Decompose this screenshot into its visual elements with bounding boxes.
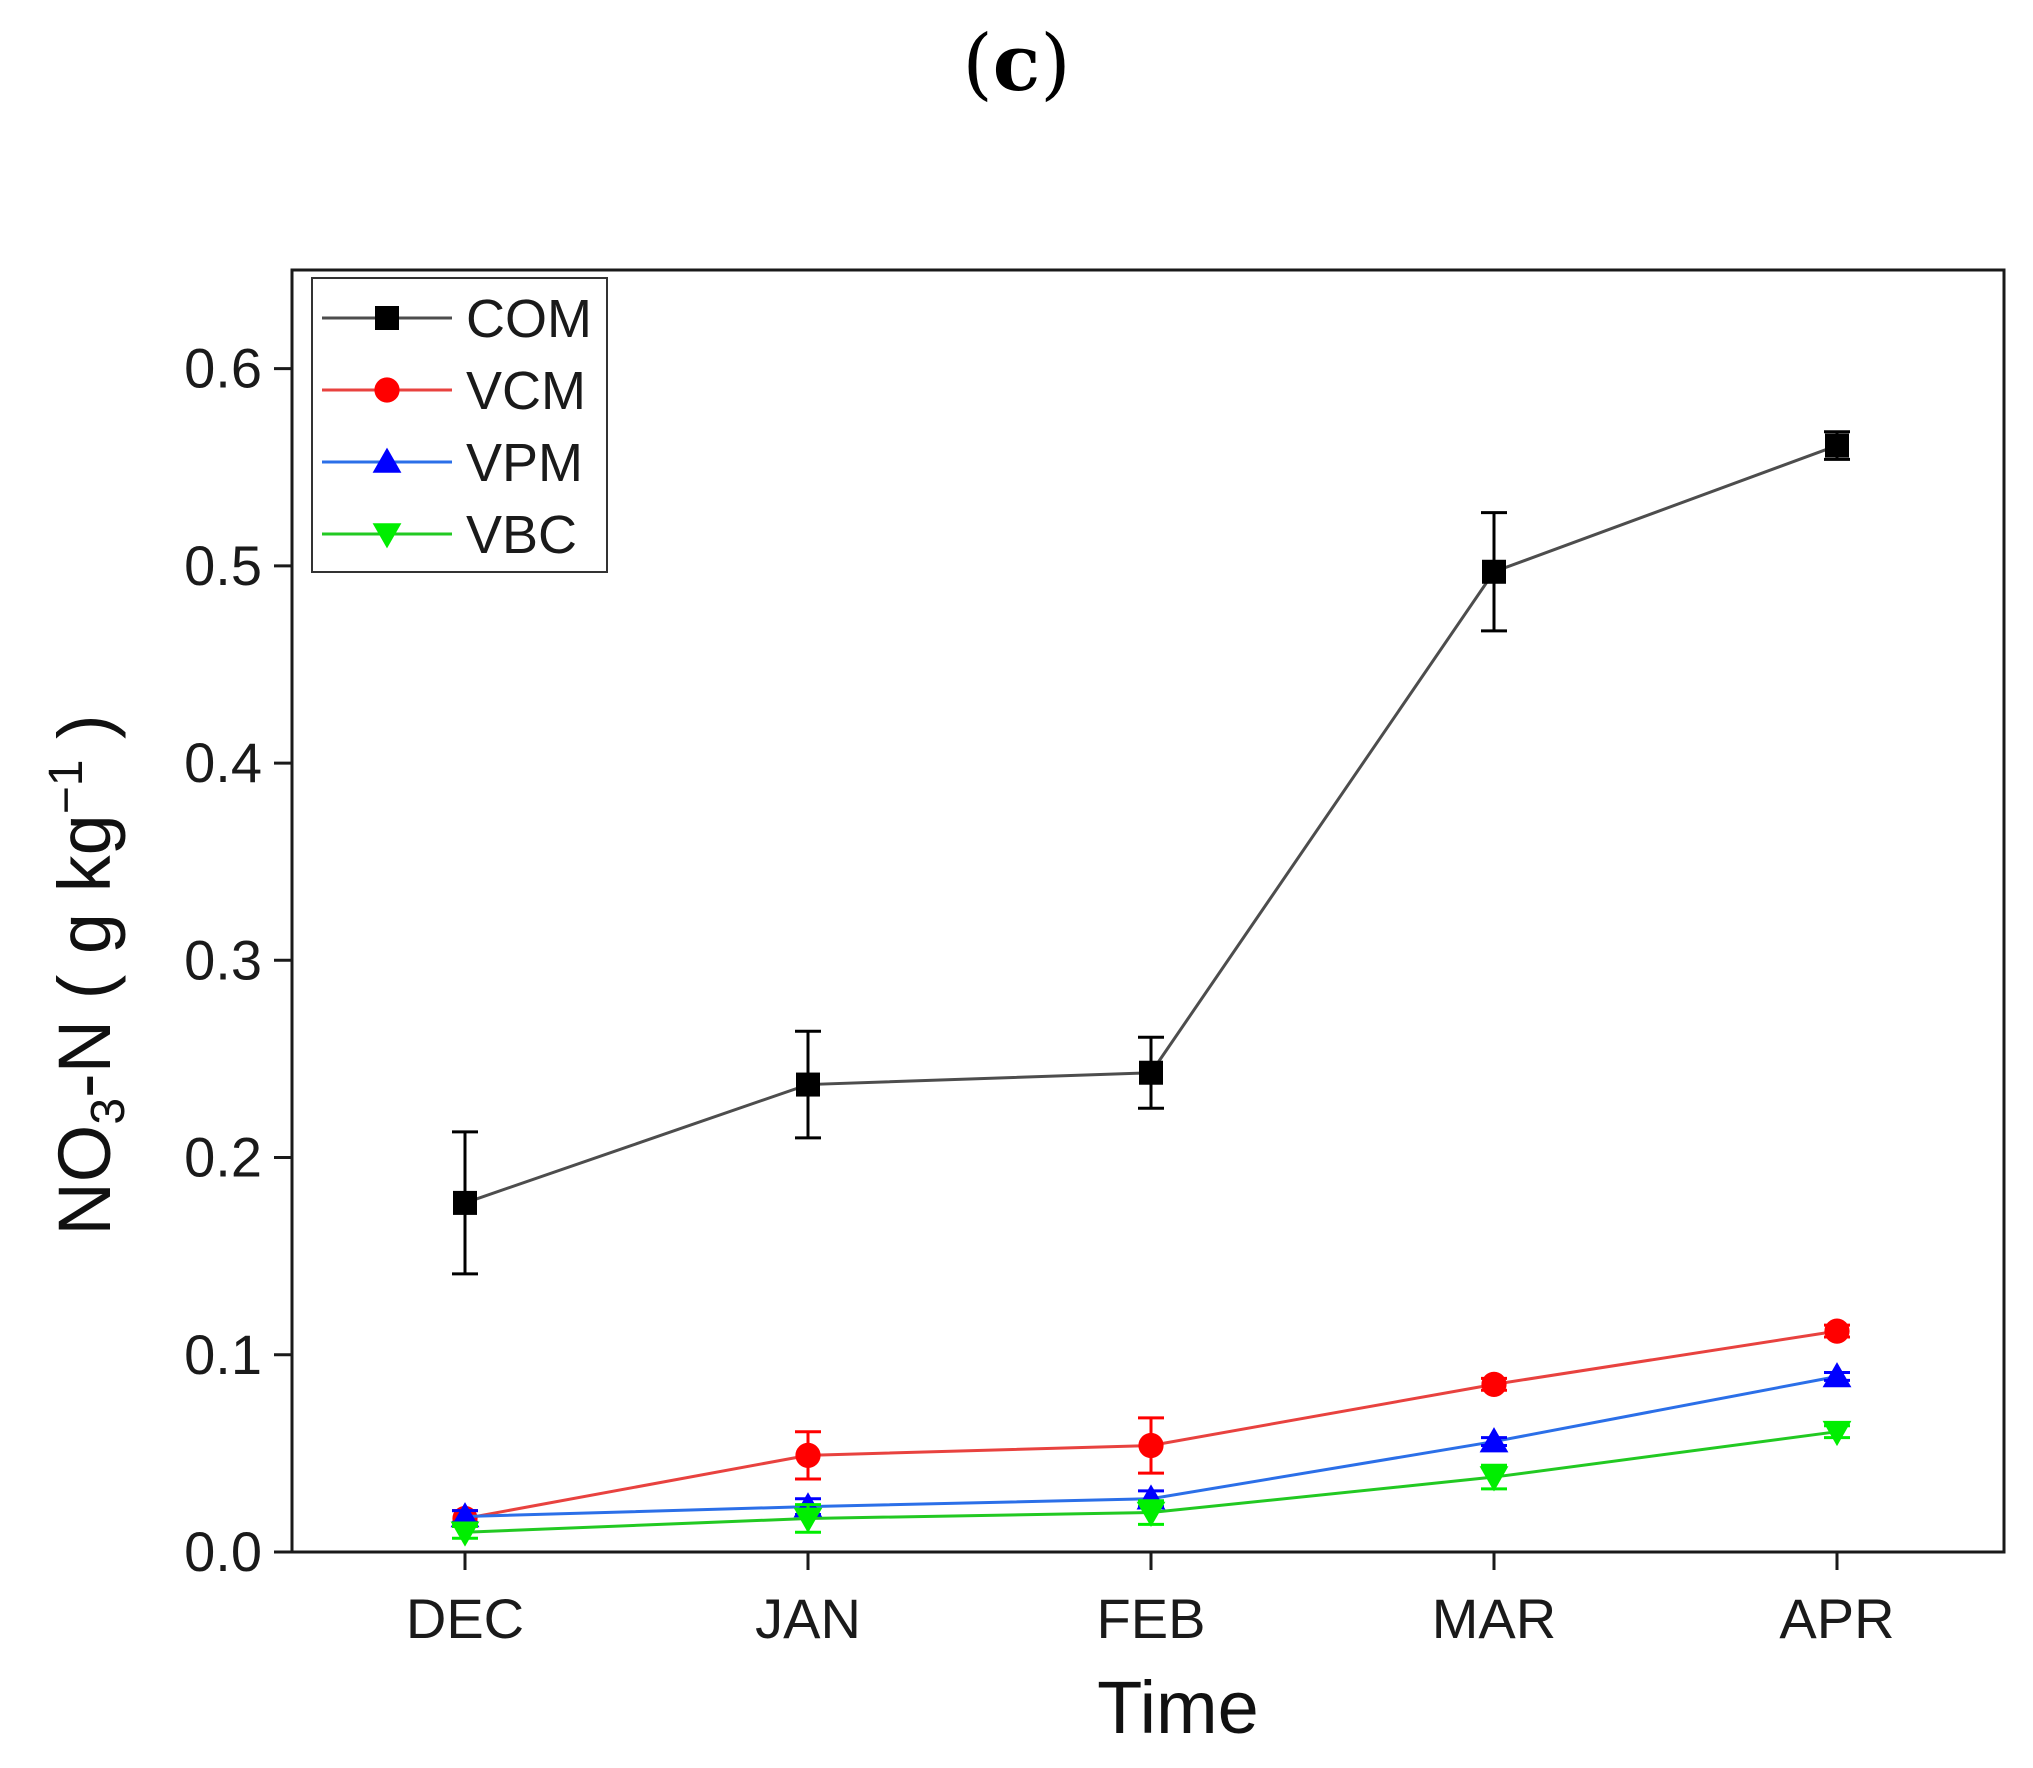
series-layer: [450, 430, 1852, 1547]
legend-label: VPM: [466, 433, 583, 493]
data-point: [1136, 1501, 1166, 1527]
data-point: [1481, 1371, 1507, 1397]
y-axis-title: NO3-N ( g kg−1 ): [40, 714, 135, 1235]
legend-marker: [372, 523, 402, 549]
y-tick-label: 0.6: [184, 337, 262, 400]
x-tick-label: MAR: [1432, 1587, 1556, 1650]
legend: COM VCM VPM VBC: [311, 277, 608, 573]
y-tick-label: 0.1: [184, 1323, 262, 1386]
y-axis-title-middle: -N ( g kg: [43, 814, 126, 1098]
plot-frame: [290, 268, 2006, 1554]
data-point: [1138, 1432, 1164, 1459]
y-tick-label: 0.5: [184, 534, 262, 597]
x-tick-label: APR: [1779, 1587, 1894, 1650]
legend-item-vpm: VPM: [322, 433, 583, 493]
y-axis-title-subscript: 3: [82, 1098, 135, 1125]
data-point: [1482, 559, 1506, 584]
data-point: [793, 1507, 823, 1533]
series-vbc: [450, 1420, 1852, 1547]
y-tick-label: 0.0: [184, 1520, 262, 1583]
legend-label: VBC: [466, 505, 577, 565]
data-point: [796, 1072, 820, 1097]
data-point: [1822, 1420, 1852, 1447]
data-point: [1822, 1362, 1852, 1388]
y-tick-label: 0.2: [184, 1126, 262, 1189]
x-axis-title: Time: [1097, 1666, 1259, 1749]
y-axis-title-suffix: ): [43, 714, 126, 759]
data-point: [453, 1190, 477, 1215]
legend-label: VCM: [466, 361, 586, 421]
data-point: [450, 1502, 480, 1528]
panel-label-letter: c: [992, 18, 1041, 109]
panel-label-close: ): [1040, 19, 1071, 109]
data-point: [795, 1442, 821, 1468]
y-axis-title-superscript: −1: [40, 760, 93, 815]
x-tick-label: DEC: [406, 1587, 524, 1650]
data-point: [1824, 1318, 1850, 1344]
data-point: [1479, 1466, 1509, 1492]
legend-marker: [372, 447, 402, 473]
x-axis: DEC JAN FEB MAR APR: [406, 1552, 1895, 1650]
y-tick-label: 0.4: [184, 731, 262, 794]
data-point: [1825, 433, 1849, 458]
data-point: [450, 1521, 480, 1547]
legend-label: COM: [466, 289, 592, 349]
legend-marker: [375, 306, 399, 330]
data-point: [1479, 1427, 1509, 1453]
legend-box: [311, 277, 608, 573]
legend-marker: [374, 377, 400, 403]
panel-label: (c): [0, 18, 2033, 109]
legend-item-vcm: VCM: [322, 361, 586, 421]
x-tick-label: FEB: [1097, 1587, 1206, 1650]
y-axis-title-prefix: NO: [43, 1125, 126, 1236]
panel-label-open: (: [962, 19, 993, 109]
y-axis: 0.0 0.1 0.2 0.3 0.4 0.5 0.6: [184, 337, 292, 1583]
series-com: [452, 430, 1850, 1276]
legend-item-com: COM: [322, 289, 592, 349]
x-tick-label: JAN: [755, 1587, 861, 1650]
data-point: [1139, 1060, 1163, 1085]
legend-item-vbc: VBC: [322, 505, 577, 565]
series-vcm: [452, 1318, 1850, 1532]
y-tick-label: 0.3: [184, 928, 262, 991]
